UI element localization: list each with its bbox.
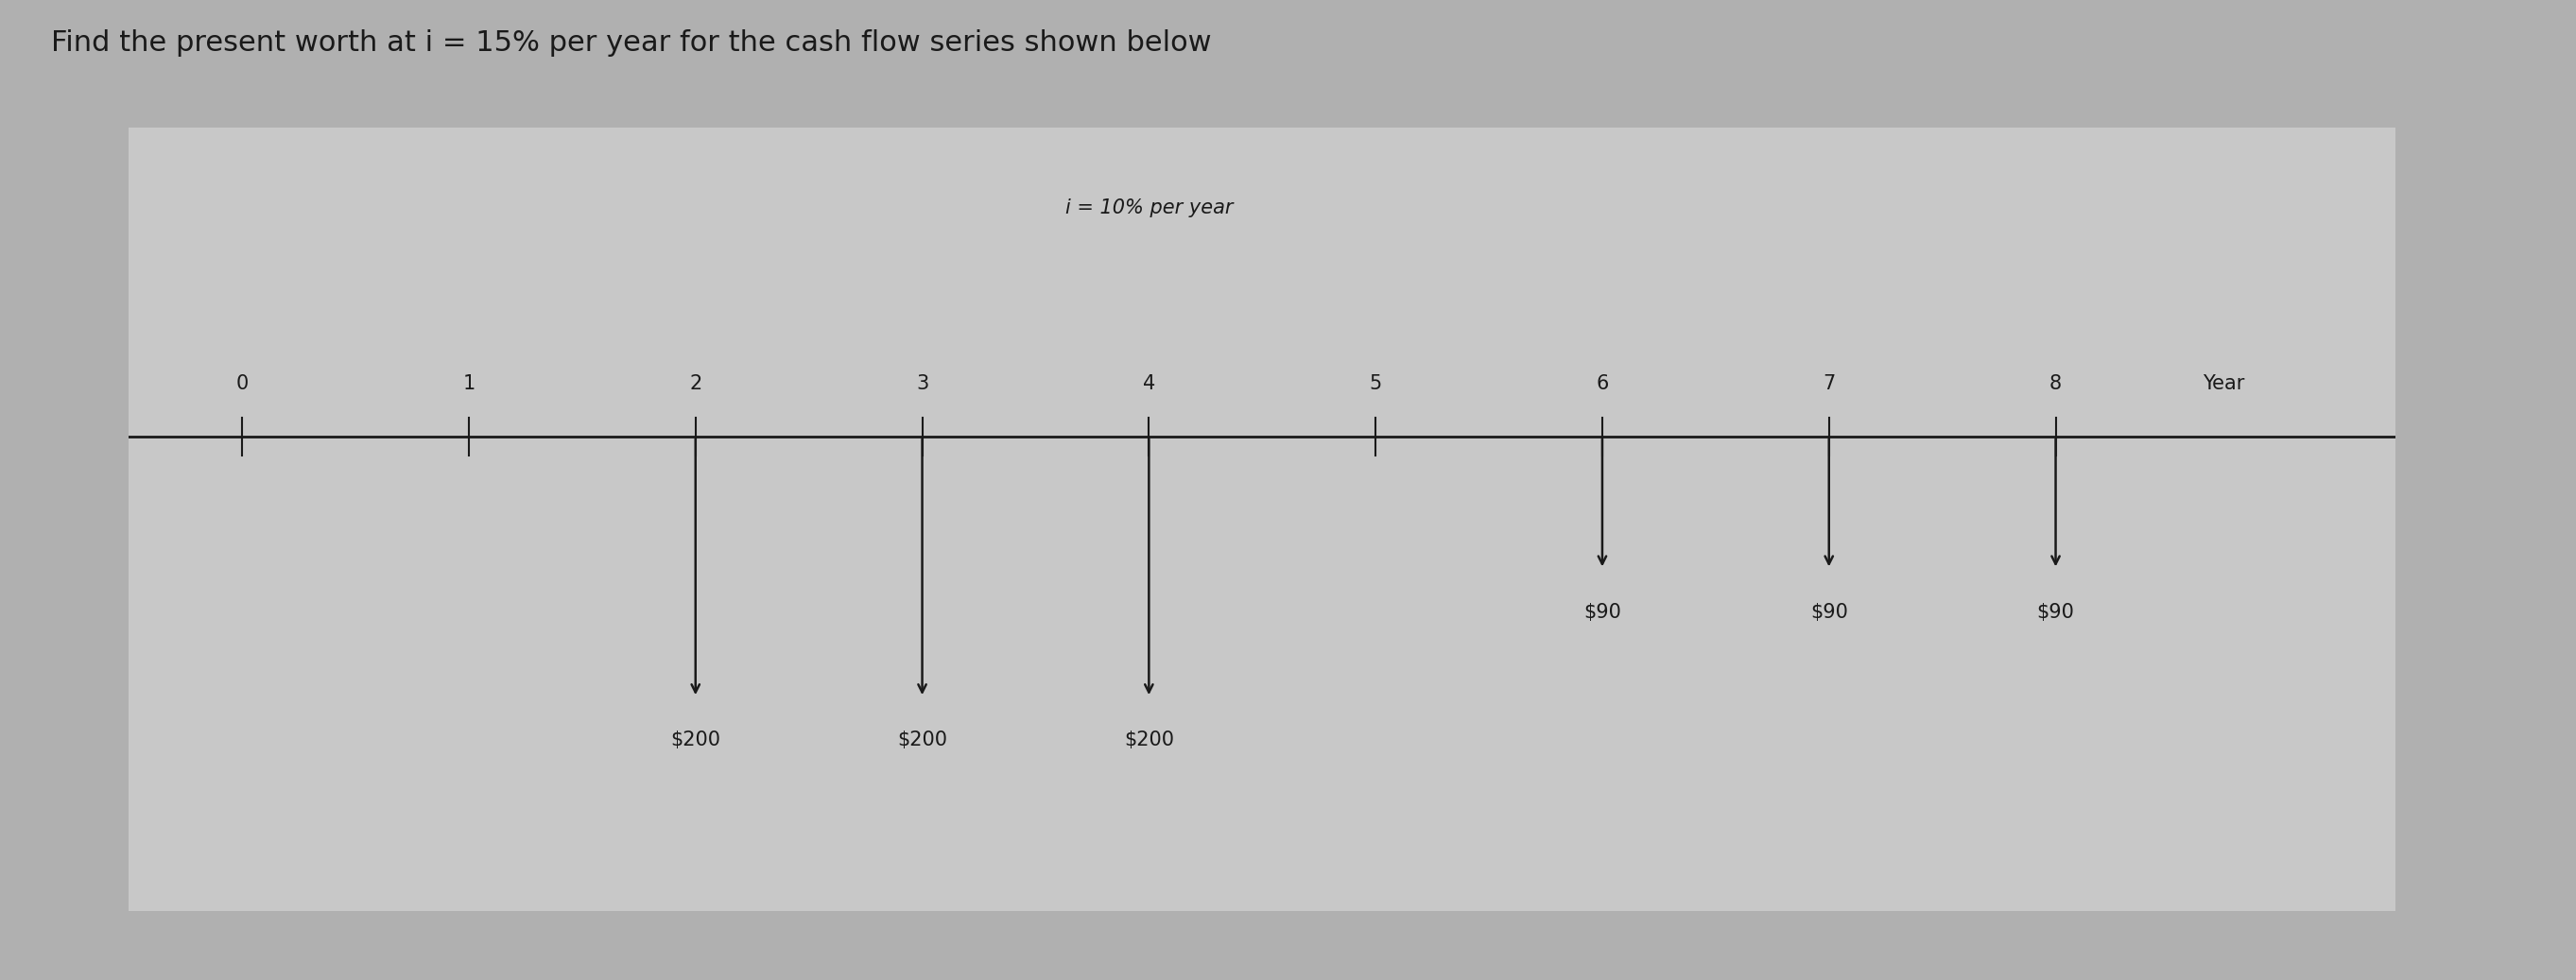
Text: 7: 7 — [1824, 374, 1834, 394]
Text: Year: Year — [2202, 374, 2244, 394]
Text: 6: 6 — [1597, 374, 1607, 394]
Text: 8: 8 — [2050, 374, 2061, 394]
Text: $200: $200 — [670, 731, 721, 750]
Text: $90: $90 — [1584, 603, 1620, 621]
Text: $90: $90 — [2038, 603, 2074, 621]
Text: Find the present worth at i = 15% per year for the cash flow series shown below: Find the present worth at i = 15% per ye… — [52, 29, 1213, 57]
Text: 5: 5 — [1370, 374, 1381, 394]
Text: i = 10% per year: i = 10% per year — [1064, 199, 1234, 218]
Text: 1: 1 — [464, 374, 474, 394]
Text: 4: 4 — [1144, 374, 1154, 394]
Text: 3: 3 — [917, 374, 927, 394]
Text: $200: $200 — [896, 731, 948, 750]
Text: $200: $200 — [1123, 731, 1175, 750]
Text: 0: 0 — [237, 374, 247, 394]
Text: 2: 2 — [690, 374, 701, 394]
Text: $90: $90 — [1811, 603, 1847, 621]
